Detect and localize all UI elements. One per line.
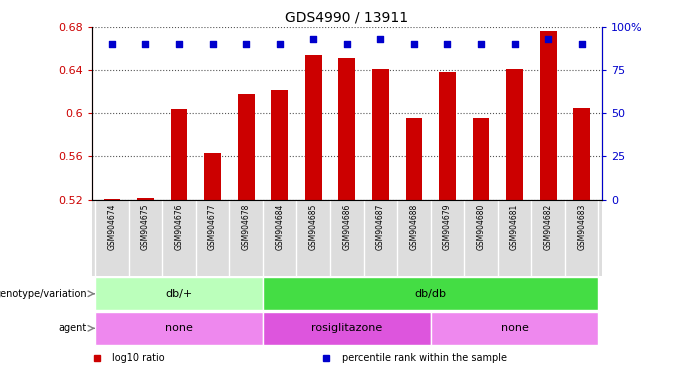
Point bbox=[509, 41, 520, 47]
Text: GSM904678: GSM904678 bbox=[241, 204, 251, 250]
Point bbox=[341, 41, 352, 47]
Bar bbox=[263, 277, 598, 310]
Text: GSM904682: GSM904682 bbox=[543, 204, 553, 250]
Text: GSM904679: GSM904679 bbox=[443, 204, 452, 250]
Bar bbox=[430, 312, 598, 345]
Bar bbox=[506, 69, 523, 200]
Point bbox=[576, 41, 587, 47]
Bar bbox=[305, 55, 322, 200]
Bar bbox=[95, 277, 263, 310]
Point bbox=[442, 41, 453, 47]
Bar bbox=[204, 153, 221, 200]
Point bbox=[107, 41, 118, 47]
Bar bbox=[439, 72, 456, 200]
Bar bbox=[238, 94, 254, 200]
Point bbox=[409, 41, 420, 47]
Point bbox=[274, 41, 285, 47]
Text: db/+: db/+ bbox=[165, 289, 192, 299]
Text: GSM904685: GSM904685 bbox=[309, 204, 318, 250]
Point bbox=[207, 41, 218, 47]
Point bbox=[140, 41, 151, 47]
Bar bbox=[137, 197, 154, 200]
Bar bbox=[405, 118, 422, 200]
Point bbox=[475, 41, 486, 47]
Text: agent: agent bbox=[58, 323, 87, 333]
Point bbox=[308, 36, 319, 42]
Bar bbox=[271, 89, 288, 200]
Text: log10 ratio: log10 ratio bbox=[112, 353, 165, 363]
Point bbox=[543, 36, 554, 42]
Bar bbox=[263, 312, 430, 345]
Text: GSM904686: GSM904686 bbox=[342, 204, 352, 250]
Text: none: none bbox=[165, 323, 193, 333]
Bar bbox=[339, 58, 355, 200]
Text: GSM904688: GSM904688 bbox=[409, 204, 418, 250]
Text: db/db: db/db bbox=[415, 289, 447, 299]
Text: percentile rank within the sample: percentile rank within the sample bbox=[341, 353, 507, 363]
Point bbox=[173, 41, 184, 47]
Title: GDS4990 / 13911: GDS4990 / 13911 bbox=[285, 10, 409, 24]
Bar bbox=[473, 118, 490, 200]
Bar bbox=[573, 108, 590, 200]
Text: rosiglitazone: rosiglitazone bbox=[311, 323, 382, 333]
Text: none: none bbox=[500, 323, 528, 333]
Text: GSM904676: GSM904676 bbox=[175, 204, 184, 250]
Point bbox=[375, 36, 386, 42]
Point bbox=[241, 41, 252, 47]
Text: GSM904680: GSM904680 bbox=[477, 204, 486, 250]
Bar bbox=[540, 31, 556, 200]
Text: GSM904684: GSM904684 bbox=[275, 204, 284, 250]
Text: GSM904677: GSM904677 bbox=[208, 204, 217, 250]
Bar bbox=[171, 109, 188, 200]
Bar bbox=[372, 69, 389, 200]
Text: GSM904681: GSM904681 bbox=[510, 204, 519, 250]
Bar bbox=[95, 312, 263, 345]
Text: GSM904674: GSM904674 bbox=[107, 204, 116, 250]
Bar bbox=[103, 199, 120, 200]
Text: genotype/variation: genotype/variation bbox=[0, 289, 87, 299]
Text: GSM904683: GSM904683 bbox=[577, 204, 586, 250]
Text: GSM904687: GSM904687 bbox=[376, 204, 385, 250]
Text: GSM904675: GSM904675 bbox=[141, 204, 150, 250]
